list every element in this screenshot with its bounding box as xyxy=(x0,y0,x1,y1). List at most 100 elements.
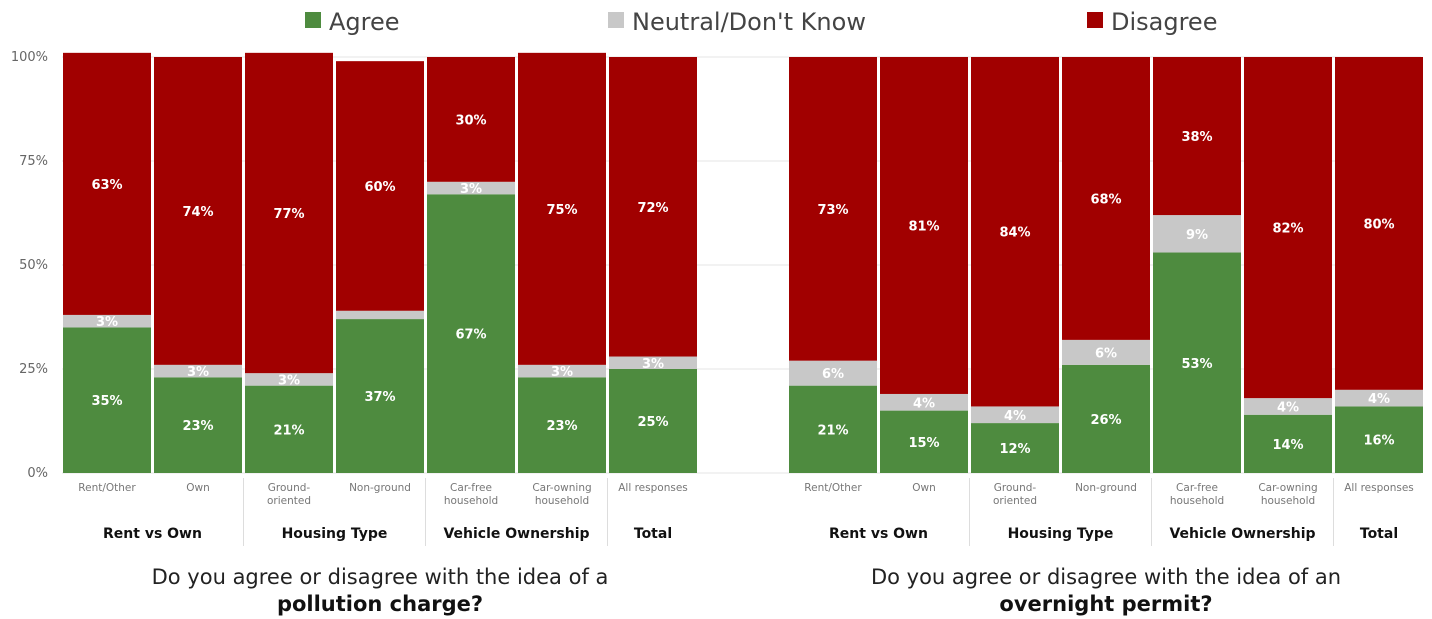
category-label: All responses xyxy=(1344,482,1414,494)
data-label: 53% xyxy=(1181,357,1212,372)
question-text: Do you agree or disagree with the idea o… xyxy=(152,565,609,589)
data-label: 4% xyxy=(1277,400,1299,415)
group-label-rent-vs-own: Rent vs Own xyxy=(829,526,928,542)
overnight-permit-panel: 21% 6% 73% Rent/Other 15% 4% 81% Own 12% 4% 84% Gro… xyxy=(789,57,1423,616)
legend-label: Disagree xyxy=(1111,8,1217,36)
question-topic: pollution charge? xyxy=(277,592,483,616)
data-label: 38% xyxy=(1181,130,1212,145)
category-label: oriented xyxy=(267,495,311,507)
y-tick-label: 75% xyxy=(19,154,48,169)
data-label: 4% xyxy=(1368,392,1390,407)
group-label-housing-type: Housing Type xyxy=(282,526,388,542)
category-label: Non-ground xyxy=(349,482,411,494)
category-label: household xyxy=(535,495,589,507)
data-label: 77% xyxy=(273,207,304,222)
category-label: Car-owning xyxy=(532,482,591,494)
y-tick-label: 100% xyxy=(11,50,48,65)
bar-agree-rent-other xyxy=(63,327,151,473)
bar-neutral-don-t-know-ground-oriented xyxy=(971,406,1059,424)
y-tick-label: 25% xyxy=(19,362,48,377)
data-label: 23% xyxy=(546,419,577,434)
bar-neutral-don-t-know-own xyxy=(880,393,968,411)
legend-swatch-agree xyxy=(305,12,321,28)
data-label: 30% xyxy=(455,113,486,128)
bar-neutral-don-t-know-rent-other xyxy=(63,314,151,328)
data-label: 9% xyxy=(1186,228,1208,243)
bar-agree-own xyxy=(154,377,242,473)
bar-agree-own xyxy=(880,410,968,473)
category-label: Rent/Other xyxy=(804,482,862,494)
data-label: 81% xyxy=(908,219,939,234)
bar-disagree-rent-other xyxy=(63,52,151,315)
bar-disagree-all-responses xyxy=(609,57,697,357)
bar-neutral-don-t-know-non-ground xyxy=(336,310,424,320)
group-label-vehicle-ownership: Vehicle Ownership xyxy=(443,526,589,542)
group-label-vehicle-ownership: Vehicle Ownership xyxy=(1169,526,1315,542)
data-label: 21% xyxy=(817,423,848,438)
category-label: Ground- xyxy=(268,482,311,494)
bar-agree-car-free-household xyxy=(1153,252,1241,473)
bar-agree-all-responses xyxy=(1335,406,1423,473)
data-label: 26% xyxy=(1090,413,1121,428)
y-tick-label: 50% xyxy=(19,258,48,273)
data-label: 23% xyxy=(182,419,213,434)
bar-agree-ground-oriented xyxy=(245,385,333,473)
bar-disagree-own xyxy=(154,57,242,365)
group-label-total: Total xyxy=(1360,526,1398,542)
data-label: 6% xyxy=(1095,346,1117,361)
bar-neutral-don-t-know-car-owning-household xyxy=(1244,398,1332,415)
group-label-housing-type: Housing Type xyxy=(1008,526,1114,542)
bar-agree-car-owning-household xyxy=(518,377,606,473)
bar-neutral-don-t-know-ground-oriented xyxy=(245,373,333,386)
data-label: 74% xyxy=(182,205,213,220)
data-label: 16% xyxy=(1363,434,1394,449)
bar-disagree-ground-oriented xyxy=(245,52,333,374)
data-label: 68% xyxy=(1090,192,1121,207)
category-label: household xyxy=(444,495,498,507)
bar-agree-non-ground xyxy=(336,319,424,473)
data-label: 14% xyxy=(1272,438,1303,453)
data-label: 3% xyxy=(551,365,573,380)
data-label: 73% xyxy=(817,203,848,218)
data-label: 3% xyxy=(460,182,482,197)
category-label: Own xyxy=(912,482,936,494)
category-label: All responses xyxy=(618,482,688,494)
data-label: 37% xyxy=(364,390,395,405)
group-label-rent-vs-own: Rent vs Own xyxy=(103,526,202,542)
category-label: Car-free xyxy=(450,482,492,494)
category-label: Non-ground xyxy=(1075,482,1137,494)
data-label: 3% xyxy=(96,315,118,330)
category-label: Rent/Other xyxy=(78,482,136,494)
data-label: 84% xyxy=(999,226,1030,241)
data-label: 12% xyxy=(999,442,1030,457)
legend: Agree Neutral/Don't Know Disagree xyxy=(305,8,1217,36)
bar-agree-car-owning-household xyxy=(1244,414,1332,473)
bar-disagree-car-owning-household xyxy=(518,52,606,365)
data-label: 25% xyxy=(637,415,668,430)
legend-swatch-neutral-don-t-know xyxy=(608,12,624,28)
bar-neutral-don-t-know-own xyxy=(154,364,242,378)
bar-disagree-car-free-household xyxy=(427,57,515,182)
category-label: Car-free xyxy=(1176,482,1218,494)
bar-disagree-non-ground xyxy=(336,61,424,311)
data-label: 4% xyxy=(1004,409,1026,424)
data-label: 3% xyxy=(278,373,300,388)
legend-swatch-disagree xyxy=(1087,12,1103,28)
bar-disagree-rent-other xyxy=(789,57,877,361)
data-label: 75% xyxy=(546,203,577,218)
data-label: 82% xyxy=(1272,222,1303,237)
pollution-charge-panel: 35% 3% 63% Rent/Other 23% 3% 74% Own 21% 3% 77% Gro… xyxy=(63,52,697,616)
data-label: 15% xyxy=(908,436,939,451)
data-label: 3% xyxy=(187,365,209,380)
y-tick-label: 0% xyxy=(27,466,48,481)
category-label: Car-owning xyxy=(1258,482,1317,494)
legend-label: Neutral/Don't Know xyxy=(632,8,866,36)
question-text: Do you agree or disagree with the idea o… xyxy=(871,565,1341,589)
bar-disagree-ground-oriented xyxy=(971,57,1059,407)
bar-agree-rent-other xyxy=(789,385,877,473)
bar-neutral-don-t-know-car-free-household xyxy=(1153,215,1241,253)
bar-neutral-don-t-know-car-owning-household xyxy=(518,364,606,378)
bar-agree-ground-oriented xyxy=(971,423,1059,473)
data-label: 80% xyxy=(1363,217,1394,232)
